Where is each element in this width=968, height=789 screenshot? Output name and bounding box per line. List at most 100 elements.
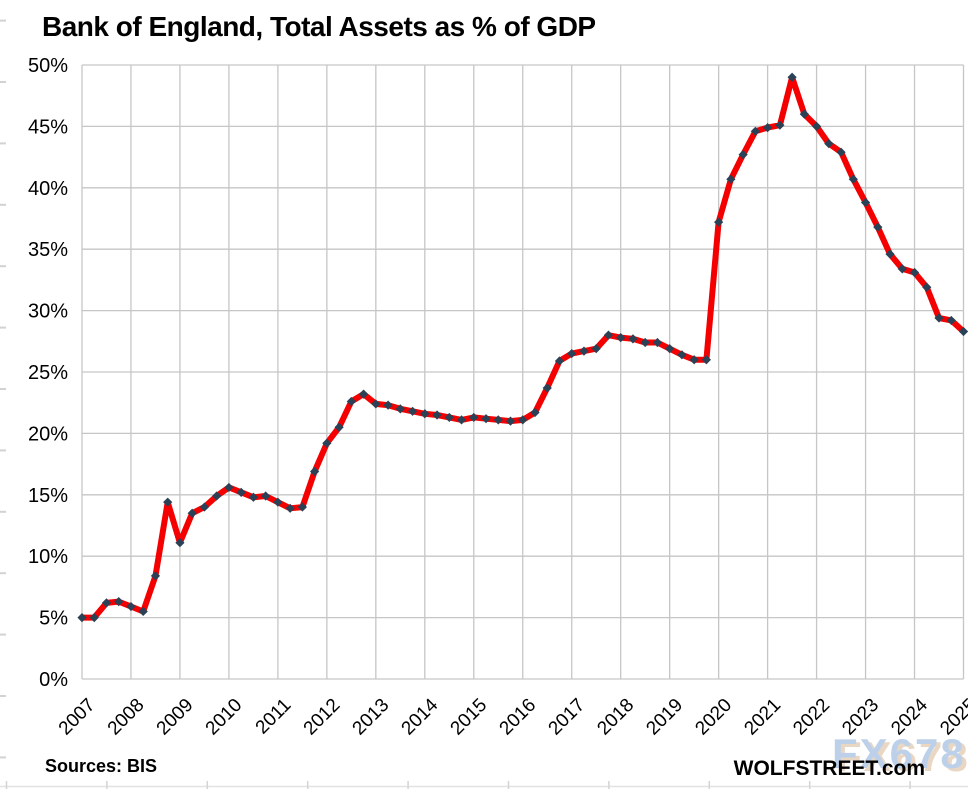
data-point-marker	[922, 282, 932, 292]
data-point-marker	[212, 491, 222, 501]
x-tick-label: 2011	[252, 695, 296, 739]
data-point-marker	[579, 346, 589, 356]
data-point-marker	[738, 150, 748, 160]
data-point-marker	[958, 326, 968, 337]
data-point-marker	[554, 356, 565, 366]
data-point-marker	[407, 406, 418, 416]
data-point-marker	[518, 415, 528, 425]
data-point-marker	[677, 350, 687, 360]
data-point-marker	[628, 334, 638, 344]
data-point-marker	[310, 466, 320, 477]
x-tick-label: 2009	[153, 695, 198, 740]
x-tick-label: 2019	[642, 695, 687, 740]
data-point-marker	[126, 601, 136, 612]
x-tick-label: 2018	[593, 695, 638, 740]
x-tick-label: 2024	[887, 694, 932, 739]
data-point-marker	[469, 412, 479, 423]
data-point-marker	[603, 330, 614, 340]
data-point-marker	[175, 538, 185, 548]
watermark-fx678: FX678	[832, 730, 966, 777]
data-point-marker	[248, 492, 259, 502]
data-point-marker	[787, 72, 797, 82]
y-tick-label: 5%	[39, 608, 68, 630]
data-point-marker	[138, 606, 148, 617]
data-point-marker	[860, 197, 871, 208]
data-point-marker	[811, 121, 822, 131]
data-point-marker	[481, 414, 491, 424]
data-point-marker	[873, 222, 883, 232]
data-point-marker	[358, 389, 369, 399]
data-point-marker	[346, 396, 356, 407]
data-point-marker	[456, 415, 467, 425]
data-point-marker	[224, 482, 234, 493]
data-point-marker	[640, 337, 650, 348]
data-point-marker	[824, 138, 834, 149]
x-tick-label: 2022	[789, 695, 834, 740]
data-point-marker	[689, 355, 699, 365]
x-tick-label: 2025	[936, 695, 968, 740]
data-point-marker	[285, 503, 295, 513]
data-point-marker	[432, 410, 442, 420]
data-point-marker	[297, 502, 307, 512]
data-point-marker	[763, 123, 773, 133]
data-point-marker	[799, 109, 809, 119]
x-tick-label: 2020	[691, 695, 736, 740]
data-point-marker	[665, 344, 675, 354]
x-tick-label: 2012	[300, 695, 345, 740]
data-point-marker	[420, 409, 430, 419]
data-point-marker	[934, 313, 944, 323]
data-point-marker	[591, 344, 601, 354]
data-point-marker	[444, 412, 454, 423]
y-tick-label: 50%	[28, 55, 68, 77]
data-point-marker	[505, 416, 516, 426]
data-point-marker	[187, 508, 197, 518]
data-point-marker	[897, 264, 907, 274]
data-point-marker	[273, 497, 283, 507]
data-point-marker	[652, 337, 663, 348]
data-point-marker	[371, 399, 381, 409]
data-point-marker	[77, 613, 87, 623]
y-tick-label: 30%	[28, 301, 68, 323]
sources-label: Sources: BIS	[45, 756, 158, 776]
data-point-marker	[701, 355, 711, 365]
data-point-marker	[885, 249, 895, 259]
data-point-marker	[616, 333, 626, 343]
data-point-marker	[150, 571, 161, 581]
data-point-marker	[946, 315, 956, 326]
x-tick-label: 2014	[398, 694, 443, 739]
x-tick-label: 2017	[545, 695, 590, 740]
y-tick-label: 40%	[28, 178, 68, 200]
y-tick-label: 20%	[28, 423, 68, 445]
y-tick-label: 45%	[28, 116, 68, 138]
branding-label: WOLFSTREET.com	[733, 757, 925, 780]
data-point-marker	[163, 497, 173, 507]
y-tick-label: 35%	[28, 239, 68, 261]
x-tick-label: 2007	[55, 695, 100, 740]
data-point-marker	[334, 422, 344, 432]
x-tick-label: 2013	[349, 695, 394, 740]
x-tick-label: 2023	[838, 695, 883, 740]
y-tick-label: 10%	[28, 546, 68, 568]
data-point-marker	[383, 400, 393, 410]
data-point-marker	[848, 174, 858, 184]
data-point-marker	[236, 487, 246, 497]
data-point-marker	[261, 491, 271, 501]
data-point-marker	[542, 383, 552, 393]
data-point-marker	[726, 174, 736, 184]
y-tick-label: 0%	[39, 669, 68, 691]
data-point-marker	[775, 120, 785, 130]
data-point-marker	[567, 348, 577, 359]
data-point-marker	[395, 404, 405, 414]
data-point-marker	[909, 267, 920, 278]
chart-title: Bank of England, Total Assets as % of GD…	[42, 11, 596, 42]
y-tick-label: 25%	[28, 362, 68, 384]
data-point-marker	[530, 407, 540, 418]
x-tick-label: 2015	[447, 695, 492, 740]
x-tick-label: 2016	[496, 695, 541, 740]
y-tick-label: 15%	[28, 485, 68, 507]
data-point-marker	[89, 613, 99, 623]
data-point-marker	[836, 147, 846, 157]
data-point-marker	[493, 415, 503, 425]
